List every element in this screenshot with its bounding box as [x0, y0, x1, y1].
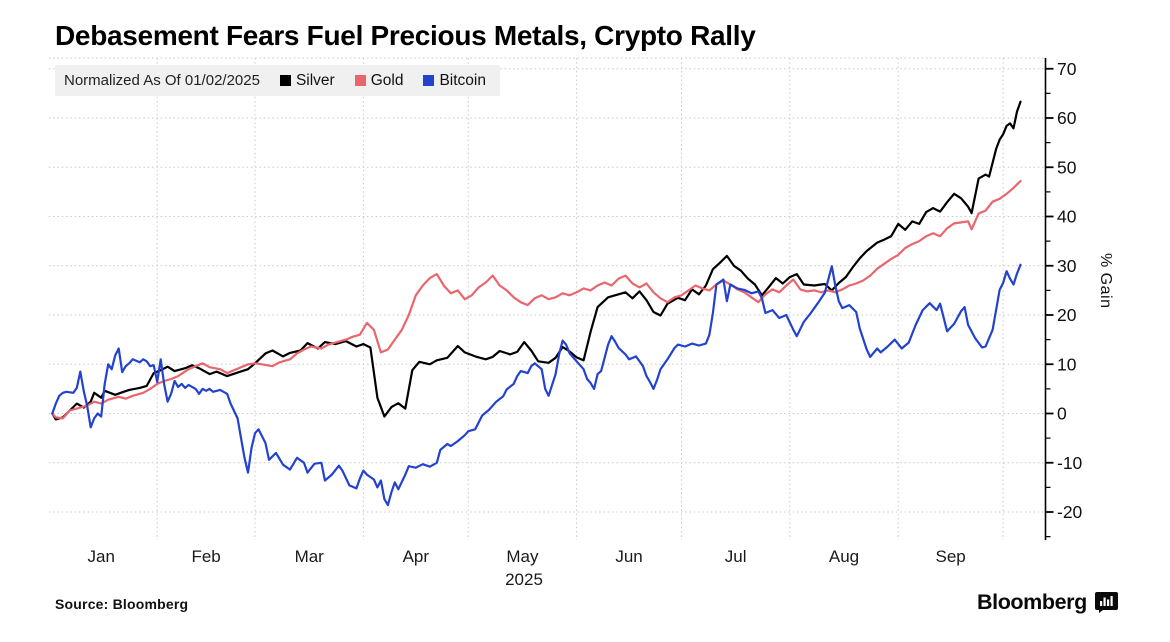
legend-item-gold: Gold	[354, 71, 404, 90]
legend-item-bitcoin: Bitcoin	[423, 72, 486, 90]
x-tick-label-Jul: Jul	[725, 547, 747, 566]
legend-label-silver: Silver	[295, 71, 335, 89]
source-attribution: Source: Bloomberg	[55, 596, 189, 612]
y-tick-label-50: 50	[1057, 157, 1077, 177]
series-line-gold	[51, 179, 1022, 420]
bloomberg-wordmark: Bloomberg	[977, 590, 1087, 614]
legend-item-silver: Silver	[279, 71, 335, 90]
y-tick-label-70: 70	[1057, 59, 1077, 79]
x-tick-label-Apr: Apr	[403, 547, 430, 566]
bloomberg-terminal-icon	[1094, 592, 1118, 613]
normalized-note: Normalized As Of 01/02/2025	[64, 72, 260, 89]
y-axis-label: % Gain	[1097, 253, 1114, 309]
y-tick-label-10: 10	[1057, 354, 1077, 374]
y-tick-label-30: 30	[1057, 256, 1077, 276]
x-tick-label-Jun: Jun	[615, 547, 642, 566]
x-axis-year-label: 2025	[505, 570, 543, 589]
bitcoin-swatch-icon	[423, 75, 435, 86]
x-tick-label-Feb: Feb	[191, 547, 220, 566]
x-tick-label-Aug: Aug	[829, 547, 859, 566]
x-tick-label-May: May	[506, 547, 539, 566]
bloomberg-branding: Bloomberg	[977, 590, 1118, 615]
chart-title: Debasement Fears Fuel Precious Metals, C…	[55, 20, 756, 51]
legend-label-bitcoin: Bitcoin	[439, 71, 486, 89]
y-tick-label--10: -10	[1057, 453, 1083, 473]
y-tick-label-20: 20	[1057, 305, 1077, 325]
x-tick-label-Mar: Mar	[295, 547, 325, 566]
y-tick-label-40: 40	[1057, 207, 1077, 227]
chart-legend: Normalized As Of 01/02/2025 Silver Gold …	[55, 65, 500, 96]
legend-label-gold: Gold	[370, 71, 404, 89]
x-tick-label-Sep: Sep	[935, 547, 965, 566]
y-tick-label-0: 0	[1057, 404, 1067, 424]
silver-swatch-icon	[279, 75, 291, 86]
series-line-bitcoin	[51, 263, 1022, 507]
series-line-silver	[51, 100, 1022, 421]
y-tick-label-60: 60	[1057, 108, 1077, 128]
gold-swatch-icon	[354, 75, 366, 86]
y-tick-label--20: -20	[1057, 502, 1083, 522]
x-tick-label-Jan: Jan	[88, 547, 115, 566]
